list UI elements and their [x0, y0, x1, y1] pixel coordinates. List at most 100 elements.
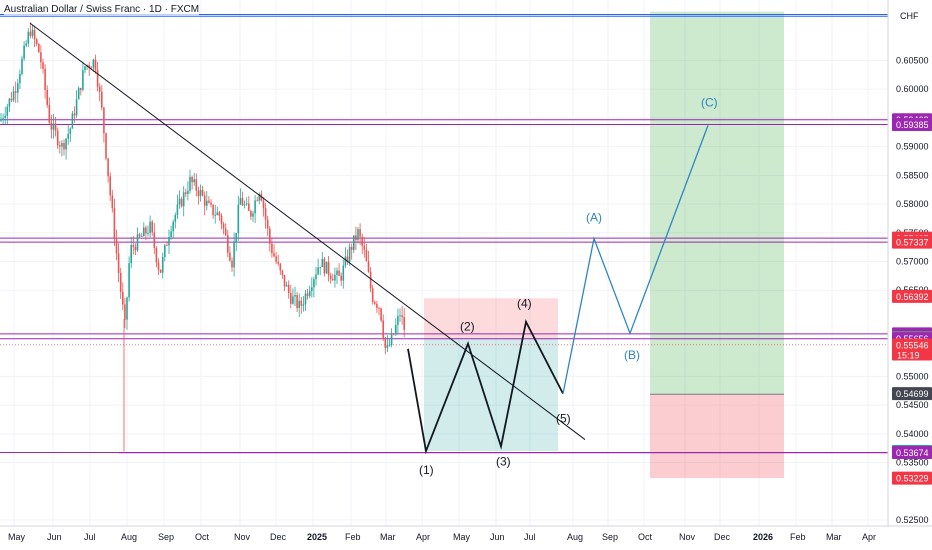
candle-body	[216, 212, 219, 215]
candle-body	[334, 274, 336, 281]
candle-body	[54, 123, 57, 131]
wave-label-w5: (5)	[556, 411, 571, 425]
price-badge	[892, 471, 932, 485]
price-badge-label: 0.53229	[896, 474, 929, 484]
candle-body	[0, 118, 2, 121]
position-zones	[424, 11, 784, 479]
candle-body	[35, 39, 38, 44]
price-badge-label: 0.57337	[896, 238, 929, 248]
price-tick: 0.54500	[896, 400, 929, 410]
candle-body	[384, 337, 387, 348]
price-tick: 0.55000	[896, 371, 929, 381]
candle-body	[153, 232, 156, 248]
candle-body	[332, 278, 334, 281]
candle-body	[222, 224, 225, 229]
candle-body	[208, 200, 210, 203]
candle-body	[252, 213, 254, 217]
candle-body	[382, 320, 384, 338]
candle-body	[241, 197, 244, 206]
candle-body	[80, 87, 82, 90]
candle-body	[329, 275, 332, 279]
candle-body	[38, 43, 40, 53]
candle-body	[359, 229, 361, 237]
price-badge	[892, 117, 932, 131]
candle-body	[75, 99, 78, 116]
candle-body	[388, 344, 391, 346]
candle-body	[138, 234, 141, 237]
candle-body	[206, 200, 208, 206]
candle-body	[12, 91, 15, 101]
candle-body	[52, 123, 55, 130]
candle-body	[302, 304, 305, 306]
elliott-wave-paths[interactable]	[407, 125, 709, 455]
candle-body	[395, 325, 397, 335]
candle-body	[350, 246, 353, 250]
candle-body	[166, 245, 168, 246]
candle-body	[113, 208, 116, 240]
candle-body	[214, 214, 216, 216]
descending-trendline	[29, 22, 586, 440]
time-label: Jul	[524, 532, 536, 542]
candle-body	[94, 59, 97, 70]
candle-body	[59, 145, 61, 147]
long-target-zone	[650, 11, 784, 395]
candle-body	[306, 293, 309, 296]
candle-body	[73, 113, 76, 116]
candle-body	[237, 204, 240, 234]
candle-body	[266, 219, 269, 229]
candle-body	[342, 265, 345, 281]
candle-body	[250, 210, 252, 217]
wave-label-w1: (1)	[419, 463, 434, 477]
candle-body	[6, 106, 9, 116]
candle-body	[124, 304, 126, 320]
candle-body	[29, 31, 32, 36]
time-label: Mar	[380, 532, 396, 542]
trendline[interactable]	[29, 22, 586, 440]
candle-body	[283, 274, 286, 287]
candle-body	[151, 221, 153, 233]
time-axis[interactable]: May Jun Jul Aug Sep Oct Nov Dec 2025 Feb Mar Apr May…	[0, 525, 932, 542]
candle-body	[262, 200, 265, 209]
candle-body	[264, 208, 267, 220]
candle-body	[319, 266, 321, 268]
impulse-wave-path	[407, 319, 564, 455]
candle-body	[290, 293, 292, 304]
time-label: May	[453, 532, 471, 542]
candle-body	[164, 245, 166, 258]
candle-body	[308, 291, 311, 296]
candle-body	[69, 128, 72, 134]
candle-body	[180, 198, 183, 207]
candle-body	[285, 284, 288, 287]
candle-body	[67, 133, 69, 139]
candle-body	[40, 52, 42, 63]
candle-body	[300, 300, 303, 306]
candle-body	[46, 89, 48, 106]
candle-body	[197, 190, 200, 197]
candle-body	[380, 308, 382, 321]
candle-body	[317, 267, 319, 275]
candle-body	[23, 45, 25, 59]
candle-body	[42, 62, 44, 69]
candle-body	[2, 117, 4, 119]
candle-body	[149, 221, 151, 234]
candle-body	[134, 247, 137, 251]
candle-body	[61, 143, 63, 147]
elliott-wave-labels: (1) (2) (3) (4) (5) (A) (B) (C)	[419, 95, 718, 477]
price-badge-label: 0.53674	[896, 448, 929, 458]
time-label: Mar	[826, 532, 842, 542]
candle-body	[84, 66, 86, 71]
candle-body	[63, 143, 65, 150]
candle-body	[17, 83, 19, 93]
price-badge	[892, 338, 932, 361]
candle-body	[56, 130, 59, 146]
time-label: Apr	[862, 532, 876, 542]
price-tick: 0.54000	[896, 429, 929, 439]
candlestick-series	[0, 22, 405, 452]
price-axis[interactable]: CHF0.605000.600000.595000.590000.585000.…	[887, 0, 932, 550]
time-label: Feb	[790, 532, 806, 542]
candle-body	[187, 190, 189, 194]
candle-body	[248, 203, 250, 211]
price-tick: 0.59000	[896, 142, 929, 152]
candle-body	[111, 195, 114, 209]
